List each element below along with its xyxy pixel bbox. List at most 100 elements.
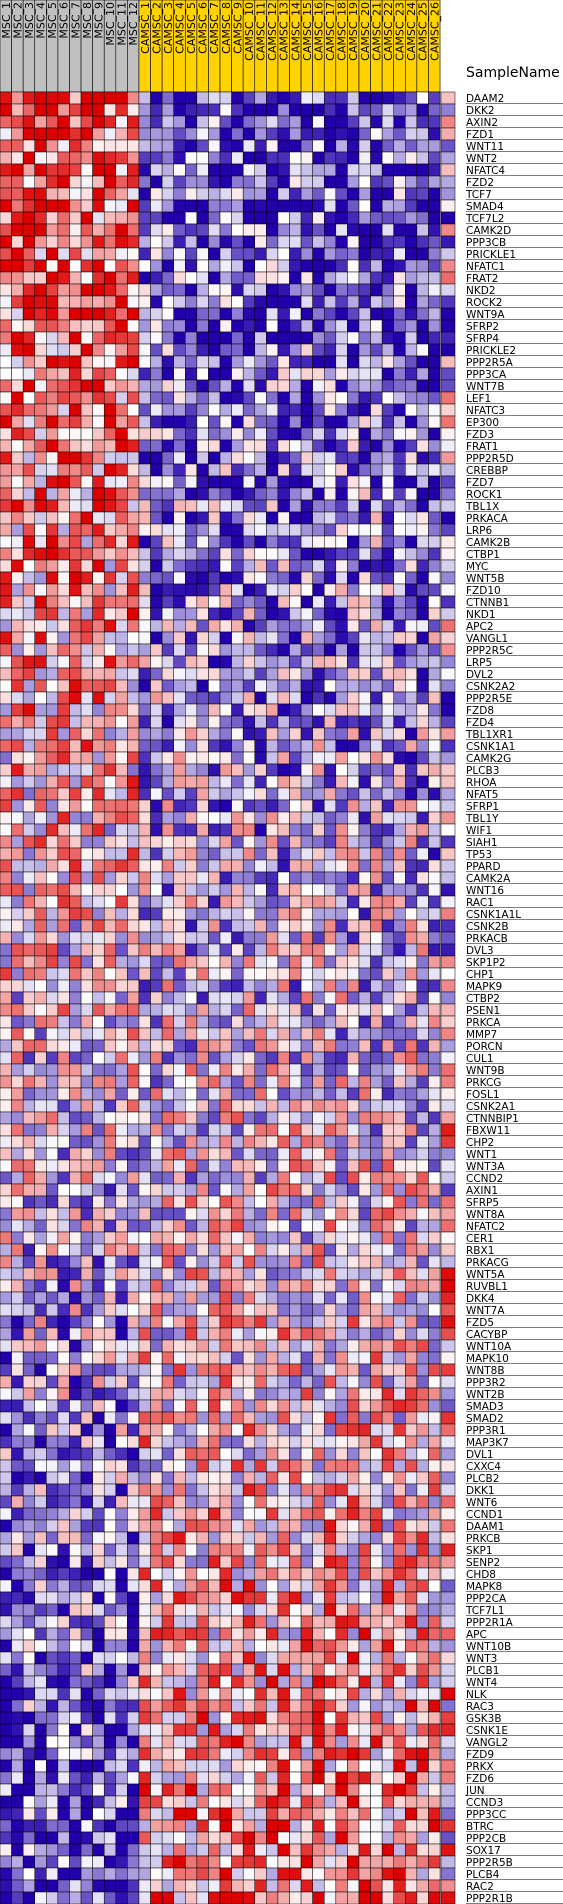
heatmap-cell xyxy=(138,331,151,345)
heatmap-cell xyxy=(300,1171,313,1185)
heatmap-cell xyxy=(173,1051,186,1065)
heatmap-cell xyxy=(80,619,93,633)
heatmap-cell xyxy=(185,1135,198,1149)
heatmap-cell xyxy=(335,535,348,549)
heatmap-cell xyxy=(127,1135,140,1149)
heatmap-cell xyxy=(219,415,232,429)
heatmap-cell xyxy=(277,127,290,141)
heatmap-cell xyxy=(289,1495,302,1509)
heatmap-cell xyxy=(196,1207,209,1221)
heatmap-cell xyxy=(0,487,12,501)
heatmap-cell xyxy=(312,1195,325,1209)
heatmap-cell xyxy=(277,307,290,321)
heatmap-cell xyxy=(80,1003,93,1017)
heatmap-cell xyxy=(173,691,186,705)
heatmap-cell xyxy=(173,847,186,861)
heatmap-cell xyxy=(277,919,290,933)
heatmap-cell xyxy=(127,1207,140,1221)
heatmap-cell xyxy=(266,1363,279,1377)
heatmap-cell xyxy=(196,1099,209,1113)
heatmap-cell xyxy=(416,115,429,129)
heatmap-cell xyxy=(150,1063,163,1077)
heatmap-cell xyxy=(289,1339,302,1353)
heatmap-cell xyxy=(173,1339,186,1353)
heatmap-cell xyxy=(323,571,337,585)
heatmap-cell xyxy=(428,679,441,693)
heatmap-cell xyxy=(80,343,93,357)
heatmap-cell xyxy=(277,163,290,177)
heatmap-cell xyxy=(80,319,93,333)
heatmap-cell xyxy=(231,871,244,885)
heatmap-cell xyxy=(138,691,151,705)
heatmap-cell xyxy=(277,415,290,429)
heatmap-cell xyxy=(323,1087,337,1101)
heatmap-cell xyxy=(381,1435,394,1449)
heatmap-cell xyxy=(381,1579,394,1593)
heatmap-cell xyxy=(138,403,151,417)
heatmap-cell xyxy=(335,103,348,117)
heatmap-cell xyxy=(347,859,360,873)
heatmap-cell xyxy=(185,139,198,153)
heatmap-cell xyxy=(358,1195,371,1209)
heatmap-cell xyxy=(34,1555,47,1569)
heatmap-cell xyxy=(46,907,59,921)
heatmap-cell xyxy=(80,823,93,837)
heatmap-cell xyxy=(57,1423,70,1437)
heatmap-cell xyxy=(416,655,429,669)
heatmap-cell xyxy=(219,679,232,693)
column-label: MSC_2 xyxy=(11,2,24,39)
heatmap-cell xyxy=(266,1183,279,1197)
heatmap-cell xyxy=(335,1375,348,1389)
heatmap-cell xyxy=(405,139,418,153)
heatmap-cell xyxy=(323,1483,337,1497)
heatmap-cell xyxy=(231,1075,244,1089)
heatmap-cell xyxy=(80,607,93,621)
heatmap-cell xyxy=(34,391,47,405)
heatmap-cell xyxy=(428,523,441,537)
heatmap-cell xyxy=(370,787,383,801)
heatmap-cell xyxy=(289,115,302,129)
heatmap-cell xyxy=(69,439,82,453)
heatmap-cell xyxy=(103,379,117,393)
heatmap-cell xyxy=(92,703,105,717)
heatmap-cell xyxy=(34,1423,47,1437)
heatmap-cell xyxy=(242,1003,256,1017)
heatmap-cell xyxy=(11,751,24,765)
heatmap-cell xyxy=(80,1423,93,1437)
heatmap-cell xyxy=(138,1039,151,1053)
heatmap-cell xyxy=(405,259,418,273)
heatmap-cell xyxy=(115,1495,128,1509)
heatmap-cell xyxy=(173,811,186,825)
heatmap-cell xyxy=(370,523,383,537)
heatmap-cell xyxy=(254,799,267,813)
heatmap-cell xyxy=(103,1627,117,1641)
heatmap-cell xyxy=(103,319,117,333)
heatmap-cell xyxy=(208,223,221,237)
heatmap-cell xyxy=(370,1375,383,1389)
heatmap-cell xyxy=(358,175,371,189)
heatmap-cell xyxy=(300,259,313,273)
heatmap-cell xyxy=(254,307,267,321)
heatmap-cell xyxy=(22,1183,35,1197)
heatmap-cell xyxy=(416,1471,429,1485)
heatmap-cell xyxy=(289,811,302,825)
heatmap-cell xyxy=(92,1015,105,1029)
heatmap-cell xyxy=(196,1579,209,1593)
heatmap-cell xyxy=(300,127,313,141)
heatmap-cell xyxy=(347,1027,360,1041)
heatmap-cell xyxy=(208,1543,221,1557)
heatmap-cell xyxy=(208,1447,221,1461)
heatmap-cell xyxy=(127,1519,140,1533)
heatmap-cell xyxy=(69,271,82,285)
heatmap-cell xyxy=(289,1027,302,1041)
heatmap-cell xyxy=(381,847,394,861)
heatmap-cell xyxy=(254,415,267,429)
heatmap-cell xyxy=(80,871,93,885)
heatmap-cell xyxy=(150,1531,163,1545)
heatmap-cell xyxy=(208,547,221,561)
heatmap-cell xyxy=(69,811,82,825)
heatmap-cell xyxy=(22,571,35,585)
heatmap-cell xyxy=(289,187,302,201)
heatmap-cell xyxy=(22,955,35,969)
heatmap-cell xyxy=(46,1255,59,1269)
